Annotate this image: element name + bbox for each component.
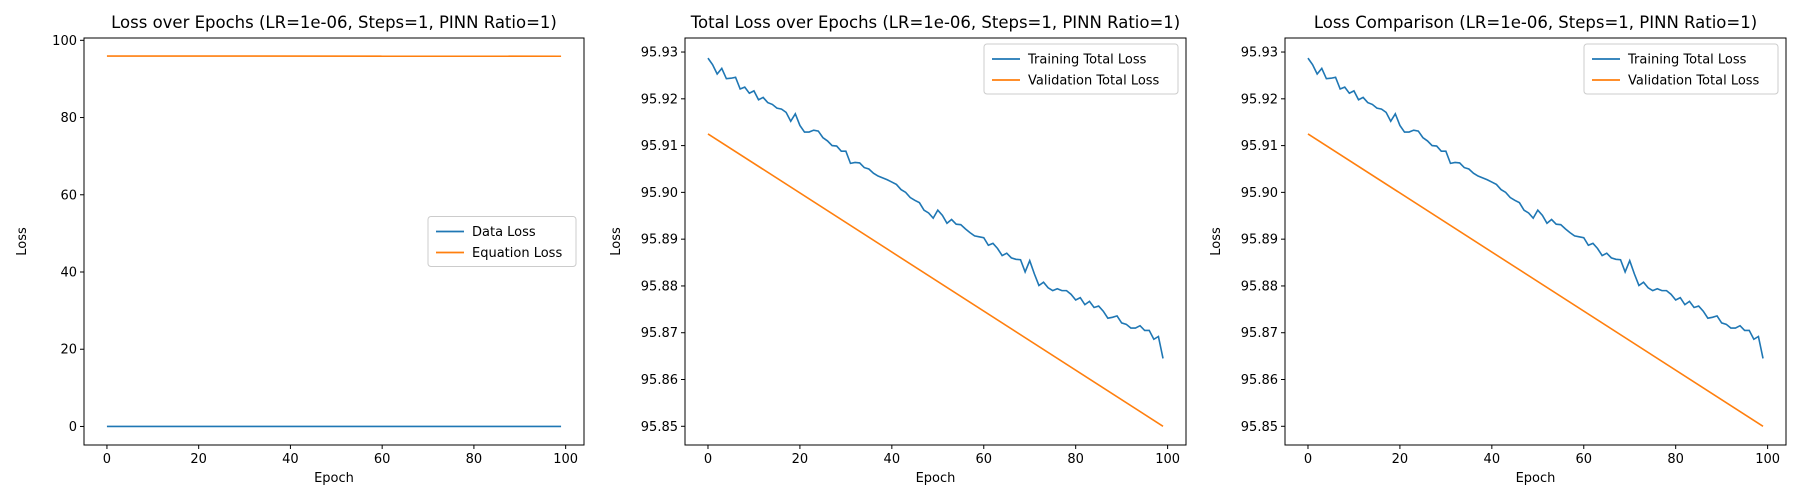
y-tick-label: 95.91 [1241,139,1278,154]
x-tick-label: 100 [1755,452,1780,467]
y-tick-label: 95.92 [641,92,678,107]
y-tick-label: 20 [60,343,77,358]
y-tick-label: 95.91 [641,139,678,154]
chart-panel-1: 0 20 40 60 80 100 0 20 40 60 80 100 Loss over Epochs… [15,13,584,486]
x-tick-label: 100 [1155,452,1180,467]
y-tick-label: 95.89 [641,233,678,248]
x-axis-label: Epoch [916,471,956,486]
y-tick-label: 95.85 [1241,420,1278,435]
series-line-training-total-loss [708,58,1163,358]
chart-title: Total Loss over Epochs (LR=1e-06, Steps=… [690,13,1180,32]
y-tick-label: 95.93 [641,46,678,61]
x-tick-label: 60 [1575,452,1592,467]
x-tick-label: 20 [792,452,809,467]
x-tick-label: 60 [374,452,391,467]
chart-title: Loss over Epochs (LR=1e-06, Steps=1, PIN… [111,13,557,32]
x-tick-label: 40 [282,452,299,467]
x-tick-label: 40 [884,452,901,467]
x-tick-label: 0 [704,452,712,467]
legend-entry-label: Validation Total Loss [1628,74,1760,89]
chart-panel-3: 0 20 40 60 80 100 95.85 95.86 95.87 95.88 95.89 95.… [1209,13,1786,486]
x-tick-label: 80 [466,452,483,467]
legend-entry-label: Training Total Loss [1027,53,1147,68]
y-tick-label: 95.86 [641,373,678,388]
legend-entry-label: Equation Loss [472,246,562,261]
y-tick-label: 60 [60,188,77,203]
y-tick-label: 95.87 [1241,326,1278,341]
series-line-training-total-loss [1308,58,1763,358]
legend-entry-label: Data Loss [472,225,536,240]
chart-panel-2: 0 20 40 60 80 100 95.85 95.86 95.87 95.88 95.89 95.… [609,13,1186,486]
y-axis-label: Loss [1209,227,1224,256]
y-tick-label: 95.92 [1241,92,1278,107]
y-tick-label: 80 [60,111,77,126]
y-tick-label: 95.88 [1241,279,1278,294]
x-axis-label: Epoch [314,471,354,486]
y-tick-label: 95.86 [1241,373,1278,388]
y-tick-label: 95.90 [1241,186,1278,201]
legend: Training Total Loss Validation Total Loss [984,44,1178,94]
y-tick-label: 100 [52,34,77,49]
y-tick-label: 0 [69,420,77,435]
legend: Training Total Loss Validation Total Loss [1584,44,1778,94]
y-tick-label: 95.85 [641,420,678,435]
x-tick-label: 80 [1667,452,1684,467]
x-axis-label: Epoch [1516,471,1556,486]
x-tick-label: 80 [1067,452,1084,467]
y-tick-label: 95.87 [641,326,678,341]
series-line-validation-total-loss [1308,134,1763,426]
y-axis-label: Loss [15,227,30,256]
x-tick-label: 0 [103,452,111,467]
legend-entry-label: Validation Total Loss [1028,74,1160,89]
legend-entry-label: Training Total Loss [1627,53,1747,68]
y-axis-label: Loss [609,227,624,256]
x-tick-label: 40 [1484,452,1501,467]
x-tick-label: 60 [975,452,992,467]
x-tick-label: 0 [1304,452,1312,467]
y-tick-label: 95.89 [1241,233,1278,248]
chart-title: Loss Comparison (LR=1e-06, Steps=1, PINN… [1314,13,1757,32]
y-tick-label: 40 [60,266,77,281]
y-tick-label: 95.93 [1241,46,1278,61]
y-tick-label: 95.88 [641,279,678,294]
x-tick-label: 20 [1392,452,1409,467]
x-tick-label: 20 [190,452,207,467]
y-tick-label: 95.90 [641,186,678,201]
x-tick-label: 100 [553,452,578,467]
series-line-validation-total-loss [708,134,1163,426]
legend: Data Loss Equation Loss [428,217,576,267]
